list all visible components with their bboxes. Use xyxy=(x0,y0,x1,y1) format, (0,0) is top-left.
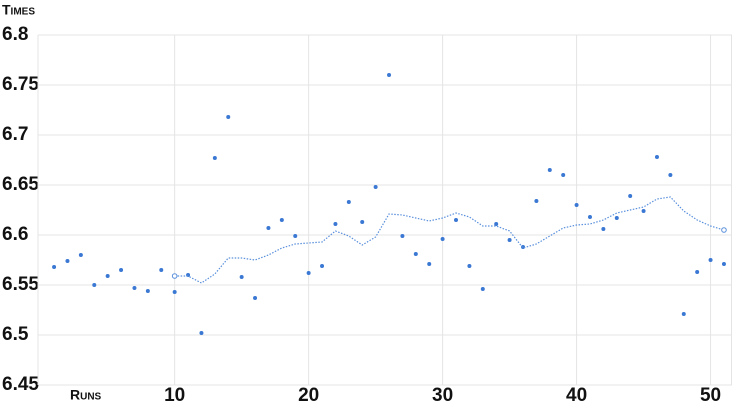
point xyxy=(293,234,298,238)
point xyxy=(413,252,418,256)
y-tick-label: 6.7 xyxy=(2,124,28,145)
point xyxy=(159,268,164,272)
y-tick-label: 6.55 xyxy=(2,274,39,295)
x-tick-label: 40 xyxy=(566,385,587,406)
y-tick-label: 6.5 xyxy=(2,324,29,345)
moving-average-line xyxy=(174,196,725,284)
point xyxy=(695,270,700,274)
point xyxy=(253,296,258,300)
point xyxy=(119,268,124,272)
point xyxy=(454,218,459,222)
y-tick-label: 6.65 xyxy=(2,174,39,195)
y-tick-label: 6.6 xyxy=(2,224,28,245)
point xyxy=(654,155,659,159)
point xyxy=(78,253,83,257)
point xyxy=(239,275,244,279)
point xyxy=(65,259,70,263)
line-end-marker xyxy=(721,227,727,233)
point xyxy=(440,237,445,241)
point xyxy=(681,312,686,316)
point xyxy=(333,222,338,226)
point xyxy=(199,331,204,335)
point xyxy=(601,227,606,231)
point xyxy=(306,271,311,275)
point xyxy=(574,203,579,207)
y-tick-label: 6.75 xyxy=(2,74,39,95)
x-tick-label: 10 xyxy=(164,385,185,406)
point xyxy=(360,220,365,224)
point xyxy=(226,115,231,119)
point xyxy=(494,222,499,226)
point xyxy=(172,290,177,294)
point xyxy=(668,173,673,177)
point xyxy=(427,262,432,266)
point xyxy=(212,156,217,160)
point xyxy=(105,274,110,278)
x-tick-label: 30 xyxy=(432,385,453,406)
point xyxy=(279,218,284,222)
point xyxy=(547,168,552,172)
x-axis-title: Runs xyxy=(70,387,102,403)
point xyxy=(561,173,566,177)
point xyxy=(132,286,137,290)
y-tick-label: 6.8 xyxy=(2,24,28,45)
point xyxy=(641,209,646,213)
point xyxy=(721,262,726,266)
y-axis-title: Times xyxy=(2,2,35,18)
point xyxy=(92,283,97,287)
point xyxy=(320,264,325,268)
point xyxy=(480,287,485,291)
point xyxy=(387,73,392,77)
point xyxy=(507,238,512,242)
point xyxy=(467,264,472,268)
point xyxy=(534,199,539,203)
y-tick-label: 6.45 xyxy=(2,374,39,395)
line-end-marker xyxy=(171,273,178,279)
point xyxy=(614,216,619,220)
point xyxy=(373,185,378,189)
x-tick-label: 50 xyxy=(700,385,721,406)
point xyxy=(400,234,405,238)
point xyxy=(346,200,351,204)
point xyxy=(628,194,633,198)
x-tick-label: 20 xyxy=(298,385,319,406)
point xyxy=(708,258,713,262)
point xyxy=(145,289,150,293)
point xyxy=(587,215,592,219)
point xyxy=(266,226,271,230)
point xyxy=(52,265,57,269)
